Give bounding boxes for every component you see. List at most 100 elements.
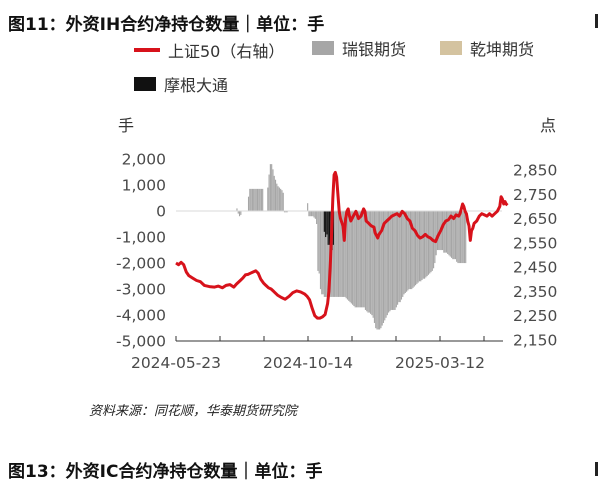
left-axis-unit: 手 bbox=[118, 116, 134, 135]
x-tick-label: 2025-03-12 bbox=[395, 354, 485, 372]
bar-ruiyin bbox=[462, 211, 464, 264]
edge-mark-2 bbox=[595, 462, 598, 476]
bar-ruiyin bbox=[435, 211, 437, 256]
bar-ruiyin bbox=[377, 211, 379, 330]
right-tick-label: 2,750 bbox=[513, 186, 557, 204]
bar-ruiyin bbox=[237, 211, 239, 214]
bar-ruiyin bbox=[412, 211, 414, 288]
bar-ruiyin bbox=[459, 211, 462, 264]
line-sse50 bbox=[175, 170, 509, 320]
bar-ruiyin bbox=[415, 211, 417, 286]
bar-ruiyin bbox=[271, 164, 273, 211]
left-tick-label: -5,000 bbox=[116, 333, 166, 351]
bar-ruiyin bbox=[406, 211, 408, 292]
bar-ruiyin bbox=[353, 211, 355, 307]
x-tick-label: 2024-05-23 bbox=[131, 354, 221, 372]
right-tick-label: 2,650 bbox=[513, 210, 557, 228]
left-tick-label: -3,000 bbox=[116, 281, 166, 299]
right-tick-label: 2,150 bbox=[513, 332, 557, 350]
bar-ruiyin bbox=[413, 211, 415, 287]
bar-ruiyin bbox=[335, 211, 337, 297]
bar-ruiyin bbox=[358, 211, 360, 308]
bar-ruiyin bbox=[421, 211, 423, 281]
bar-ruiyin bbox=[316, 211, 318, 225]
bar-ruiyin bbox=[438, 211, 440, 251]
bar-ruiyin bbox=[281, 190, 283, 211]
legend-label-morgan: 摩根大通 bbox=[164, 76, 229, 95]
bar-ruiyin bbox=[379, 211, 381, 330]
bar-ruiyin bbox=[408, 211, 410, 290]
chart-title: 图11：外资IH合约净持仓数量｜单位：手 bbox=[8, 15, 325, 35]
bar-ruiyin bbox=[384, 211, 386, 321]
bar-ruiyin bbox=[373, 211, 376, 323]
bar-ruiyin bbox=[312, 211, 314, 217]
bar-ruiyin bbox=[308, 211, 310, 217]
left-tick-label: -1,000 bbox=[116, 229, 166, 247]
bar-ruiyin bbox=[277, 186, 279, 211]
bar-ruiyin bbox=[283, 211, 286, 213]
bar-ruiyin bbox=[258, 188, 260, 211]
bar-ruiyin bbox=[364, 211, 367, 310]
bar-ruiyin bbox=[416, 211, 418, 284]
bar-ruiyin bbox=[362, 211, 364, 308]
bar-ruiyin bbox=[340, 211, 342, 297]
bar-ruiyin bbox=[286, 211, 288, 213]
right-axis-unit: 点 bbox=[540, 116, 556, 135]
bar-ruiyin bbox=[367, 211, 369, 313]
bar-ruiyin bbox=[426, 211, 428, 277]
bar-ruiyin bbox=[238, 211, 241, 217]
bar-ruiyin bbox=[285, 211, 287, 213]
bar-ruiyin bbox=[363, 211, 365, 308]
left-axis: 2,000 1,000 0 -1,000 -2,000 -3,000 -4,000 -5,00… bbox=[116, 116, 166, 351]
left-tick-label: 0 bbox=[156, 203, 166, 221]
source-note: 资料来源：同花顺，华泰期货研究院 bbox=[89, 404, 298, 419]
legend-item-sse50: 上证50（右轴） bbox=[134, 38, 284, 62]
bar-layer bbox=[236, 164, 467, 330]
bar-ruiyin bbox=[355, 211, 358, 308]
bar-ruiyin bbox=[334, 211, 336, 297]
bar-ruiyin bbox=[357, 211, 359, 308]
bar-ruiyin bbox=[388, 211, 390, 313]
bar-ruiyin bbox=[389, 211, 391, 312]
bar-ruiyin bbox=[452, 211, 454, 260]
bar-ruiyin bbox=[341, 211, 343, 297]
bar-ruiyin bbox=[269, 164, 271, 211]
bar-ruiyin bbox=[249, 188, 251, 211]
bar-moshen bbox=[327, 211, 329, 245]
bar-ruiyin bbox=[250, 188, 252, 211]
bar-ruiyin bbox=[343, 211, 345, 297]
bar-ruiyin bbox=[424, 211, 426, 279]
bar-ruiyin bbox=[323, 211, 325, 297]
bar-ruiyin bbox=[326, 211, 328, 297]
bar-ruiyin bbox=[276, 183, 278, 211]
bar-ruiyin bbox=[393, 211, 395, 310]
right-tick-label: 2,550 bbox=[513, 234, 557, 252]
bar-ruiyin bbox=[443, 211, 445, 253]
bar-ruiyin bbox=[422, 211, 424, 279]
bar-ruiyin bbox=[268, 174, 270, 211]
bar-ruiyin bbox=[427, 211, 430, 275]
right-tick-label: 2,850 bbox=[513, 162, 557, 180]
bar-ruiyin bbox=[465, 211, 467, 264]
bar-ruiyin bbox=[386, 211, 388, 316]
bar-ruiyin bbox=[458, 211, 460, 264]
bar-ruiyin bbox=[403, 211, 405, 295]
bar-ruiyin bbox=[449, 211, 451, 257]
bar-ruiyin bbox=[430, 211, 432, 273]
legend-item-ruiyin: 瑞银期货 bbox=[312, 36, 406, 60]
bar-ruiyin bbox=[344, 211, 346, 297]
left-tick-label: 1,000 bbox=[122, 177, 166, 195]
legend-swatch-morgan bbox=[134, 77, 156, 91]
bar-ruiyin bbox=[445, 211, 448, 253]
bar-ruiyin bbox=[255, 188, 257, 211]
bar-ruiyin bbox=[454, 211, 456, 260]
bar-ruiyin bbox=[390, 211, 392, 310]
bar-ruiyin bbox=[399, 211, 401, 303]
legend-label-qiankun: 乾坤期货 bbox=[470, 40, 535, 59]
legend-item-qiankun: 乾坤期货 bbox=[440, 36, 534, 60]
bar-ruiyin bbox=[453, 211, 455, 260]
bar-ruiyin bbox=[370, 211, 372, 314]
bar-ruiyin bbox=[376, 211, 378, 330]
bar-ruiyin bbox=[398, 211, 400, 303]
bar-ruiyin bbox=[429, 211, 431, 274]
